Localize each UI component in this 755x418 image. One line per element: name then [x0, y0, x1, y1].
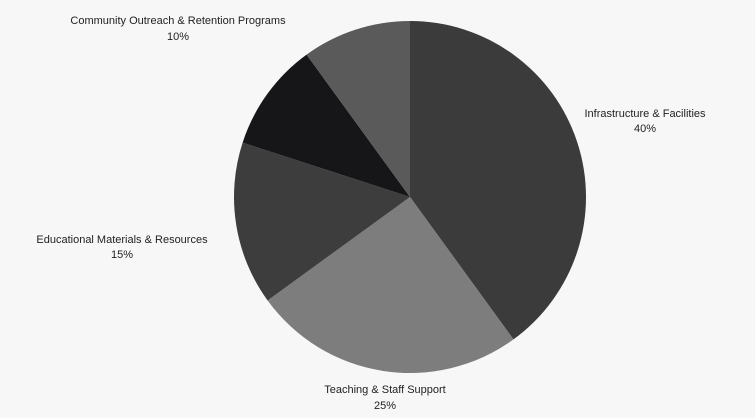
pie-slice-4 — [306, 21, 410, 197]
slice-label-1: Teaching & Staff Support — [324, 384, 446, 396]
slice-percent-1: 25% — [374, 400, 396, 412]
slice-percent-0: 40% — [634, 123, 656, 135]
slice-percent-2: 15% — [111, 249, 133, 261]
slice-percent-3: 10% — [167, 31, 189, 43]
slice-label-3: Community Outreach & Retention Programs — [70, 15, 286, 27]
pie-slice-0 — [410, 21, 587, 340]
pie-slice-2 — [234, 142, 410, 301]
slice-label-2: Educational Materials & Resources — [36, 234, 208, 246]
pie-labels: Infrastructure & Facilities 40% Teaching &… — [36, 15, 706, 412]
pie-slice-1 — [267, 197, 514, 373]
slice-label-0: Infrastructure & Facilities — [584, 108, 706, 120]
pie-slice-3 — [242, 54, 410, 198]
pie-slices — [234, 21, 587, 373]
